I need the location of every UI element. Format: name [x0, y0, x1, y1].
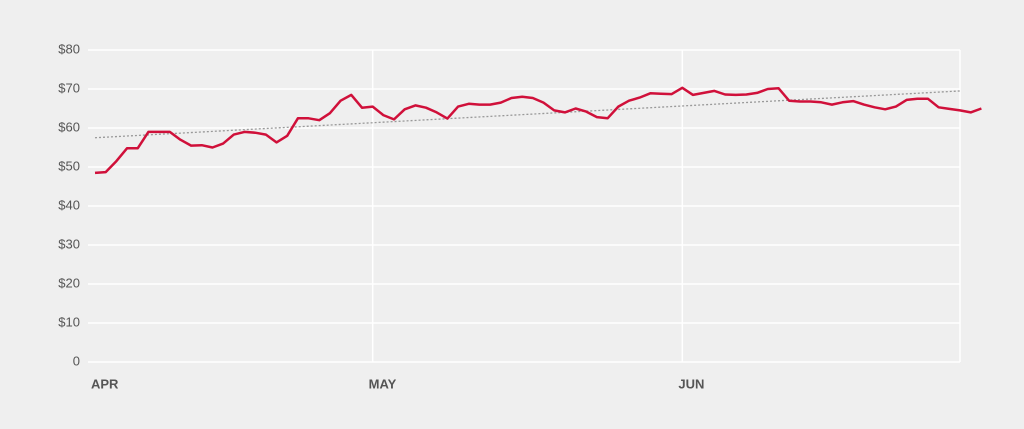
data-line [94, 86, 982, 175]
x-tick-label: APR [91, 376, 119, 391]
trend-line [94, 90, 961, 139]
y-tick-label: $40 [58, 197, 80, 212]
y-tick-label: $50 [58, 158, 80, 173]
y-tick-label: 0 [73, 353, 80, 368]
y-tick-label: $60 [58, 119, 80, 134]
y-tick-label: $30 [58, 236, 80, 251]
x-tick-label: JUN [678, 376, 704, 391]
x-tick-label: MAY [369, 376, 397, 391]
y-tick-label: $80 [58, 41, 80, 56]
y-tick-label: $70 [58, 80, 80, 95]
y-tick-label: $10 [58, 314, 80, 329]
y-tick-label: $20 [58, 275, 80, 290]
